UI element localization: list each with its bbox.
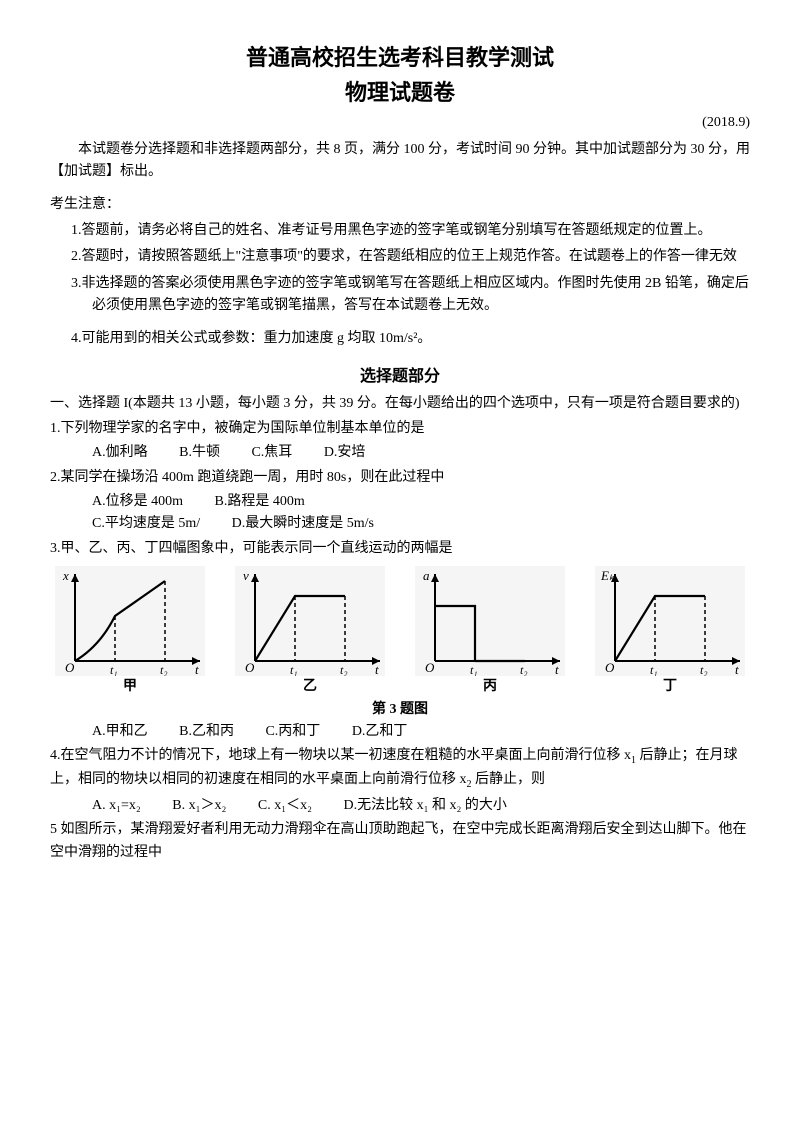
q1-stem: 1.下列物理学家的名字中，被确定为国际单位制基本单位的是 xyxy=(50,418,750,440)
notice-item-3: 3.非选择题的答案必须使用黑色字迹的签字笔或钢笔写在答题纸上相应区域内。作图时先… xyxy=(50,273,750,318)
q4-opt-a: A. x₁=x₂ xyxy=(92,795,141,817)
q3-options: A.甲和乙 B.乙和丙 C.丙和丁 D.乙和丁 xyxy=(50,721,750,743)
svg-text:t: t xyxy=(735,662,739,676)
q1-opt-a: A.伽利略 xyxy=(92,442,148,464)
q3-fig-ding: Eₖ t O t₁ t₂ 丁 xyxy=(590,566,750,698)
q4-options: A. x₁=x₂ B. x₁＞x₂ C. x₁＜x₂ D.无法比较 x₁ 和 x… xyxy=(50,795,750,817)
exam-date: (2018.9) xyxy=(50,112,750,134)
q2-opt-b: B.路程是 400m xyxy=(215,491,305,513)
q2-options-row1: A.位移是 400m B.路程是 400m xyxy=(50,491,750,513)
q3-label-ding: 丁 xyxy=(590,676,750,698)
svg-text:v: v xyxy=(243,568,249,583)
q3-figure-title: 第 3 题图 xyxy=(50,699,750,721)
q2-stem: 2.某同学在操场沿 400m 跑道绕跑一周，用时 80s，则在此过程中 xyxy=(50,467,750,489)
notice-item-2: 2.答题时，请按照答题纸上"注意事项"的要求，在答题纸相应的位王上规范作答。在试… xyxy=(50,246,750,268)
svg-text:t₂: t₂ xyxy=(520,663,528,676)
title-line-2: 物理试题卷 xyxy=(50,75,750,110)
q3-opt-d: D.乙和丁 xyxy=(352,721,408,743)
q2-options-row2: C.平均速度是 5m/ D.最大瞬时速度是 5m/s xyxy=(50,513,750,535)
q1-opt-b: B.牛顿 xyxy=(179,442,220,464)
svg-text:a: a xyxy=(423,568,430,583)
svg-text:t: t xyxy=(555,662,559,676)
q3-label-jia: 甲 xyxy=(50,676,210,698)
title-line-1: 普通高校招生选考科目教学测试 xyxy=(50,40,750,75)
svg-text:t₁: t₁ xyxy=(290,663,298,676)
q4-stem-3: 后静止，则 xyxy=(472,772,546,787)
intro-text: 本试题卷分选择题和非选择题两部分，共 8 页，满分 100 分，考试时间 90 … xyxy=(50,139,750,184)
svg-text:t₂: t₂ xyxy=(160,663,168,676)
q3-label-bing: 丙 xyxy=(410,676,570,698)
q4-stem: 4.在空气阻力不计的情况下，地球上有一物块以某一初速度在粗糙的水平桌面上向前滑行… xyxy=(50,745,750,793)
notice-item-1: 1.答题前，请务必将自己的姓名、准考证号用黑色字迹的签字笔或钢笔分别填写在答题纸… xyxy=(50,220,750,242)
svg-text:t: t xyxy=(195,662,199,676)
q3-opt-c: C.丙和丁 xyxy=(265,721,320,743)
q3-opt-a: A.甲和乙 xyxy=(92,721,148,743)
svg-text:t₁: t₁ xyxy=(470,663,478,676)
section-lead: 一、选择题 I(本题共 13 小题，每小题 3 分，共 39 分。在每小题给出的… xyxy=(50,393,750,415)
svg-text:t: t xyxy=(375,662,379,676)
q2-opt-d: D.最大瞬时速度是 5m/s xyxy=(232,513,374,535)
q4-opt-c: C. x₁＜x₂ xyxy=(258,795,312,817)
q3-stem: 3.甲、乙、丙、丁四幅图象中，可能表示同一个直线运动的两幅是 xyxy=(50,538,750,560)
q4-opt-d: D.无法比较 x₁ 和 x₂ 的大小 xyxy=(344,795,507,817)
svg-text:t₁: t₁ xyxy=(650,663,658,676)
svg-text:O: O xyxy=(605,660,615,675)
q2-opt-c: C.平均速度是 5m/ xyxy=(92,513,200,535)
svg-text:t₁: t₁ xyxy=(110,663,118,676)
q3-opt-b: B.乙和丙 xyxy=(179,721,234,743)
axis-x-label: x xyxy=(62,568,69,583)
q1-opt-d: D.安培 xyxy=(324,442,366,464)
q3-figure-row: x t O t₁ t₂ 甲 v t O t₁ t₂ 乙 xyxy=(50,566,750,698)
q3-label-yi: 乙 xyxy=(230,676,390,698)
q2-opt-a: A.位移是 400m xyxy=(92,491,183,513)
q4-stem-1: 4.在空气阻力不计的情况下，地球上有一物块以某一初速度在粗糙的水平桌面上向前滑行… xyxy=(50,748,631,763)
q3-fig-bing: a t O t₁ t₂ 丙 xyxy=(410,566,570,698)
q1-opt-c: C.焦耳 xyxy=(251,442,292,464)
section-heading: 选择题部分 xyxy=(50,364,750,390)
svg-text:O: O xyxy=(245,660,255,675)
q3-fig-yi: v t O t₁ t₂ 乙 xyxy=(230,566,390,698)
q4-opt-b: B. x₁＞x₂ xyxy=(172,795,226,817)
svg-text:t₂: t₂ xyxy=(700,663,708,676)
notice-heading: 考生注意： xyxy=(50,194,750,216)
svg-text:Eₖ: Eₖ xyxy=(600,568,615,583)
q1-options: A.伽利略 B.牛顿 C.焦耳 D.安培 xyxy=(50,442,750,464)
svg-text:t₂: t₂ xyxy=(340,663,348,676)
svg-text:O: O xyxy=(65,660,75,675)
svg-text:O: O xyxy=(425,660,435,675)
q5-stem: 5 如图所示，某滑翔爱好者利用无动力滑翔伞在高山顶助跑起飞，在空中完成长距离滑翔… xyxy=(50,819,750,864)
q3-fig-jia: x t O t₁ t₂ 甲 xyxy=(50,566,210,698)
notice-item-4: 4.可能用到的相关公式或参数：重力加速度 g 均取 10m/s²。 xyxy=(50,328,750,350)
